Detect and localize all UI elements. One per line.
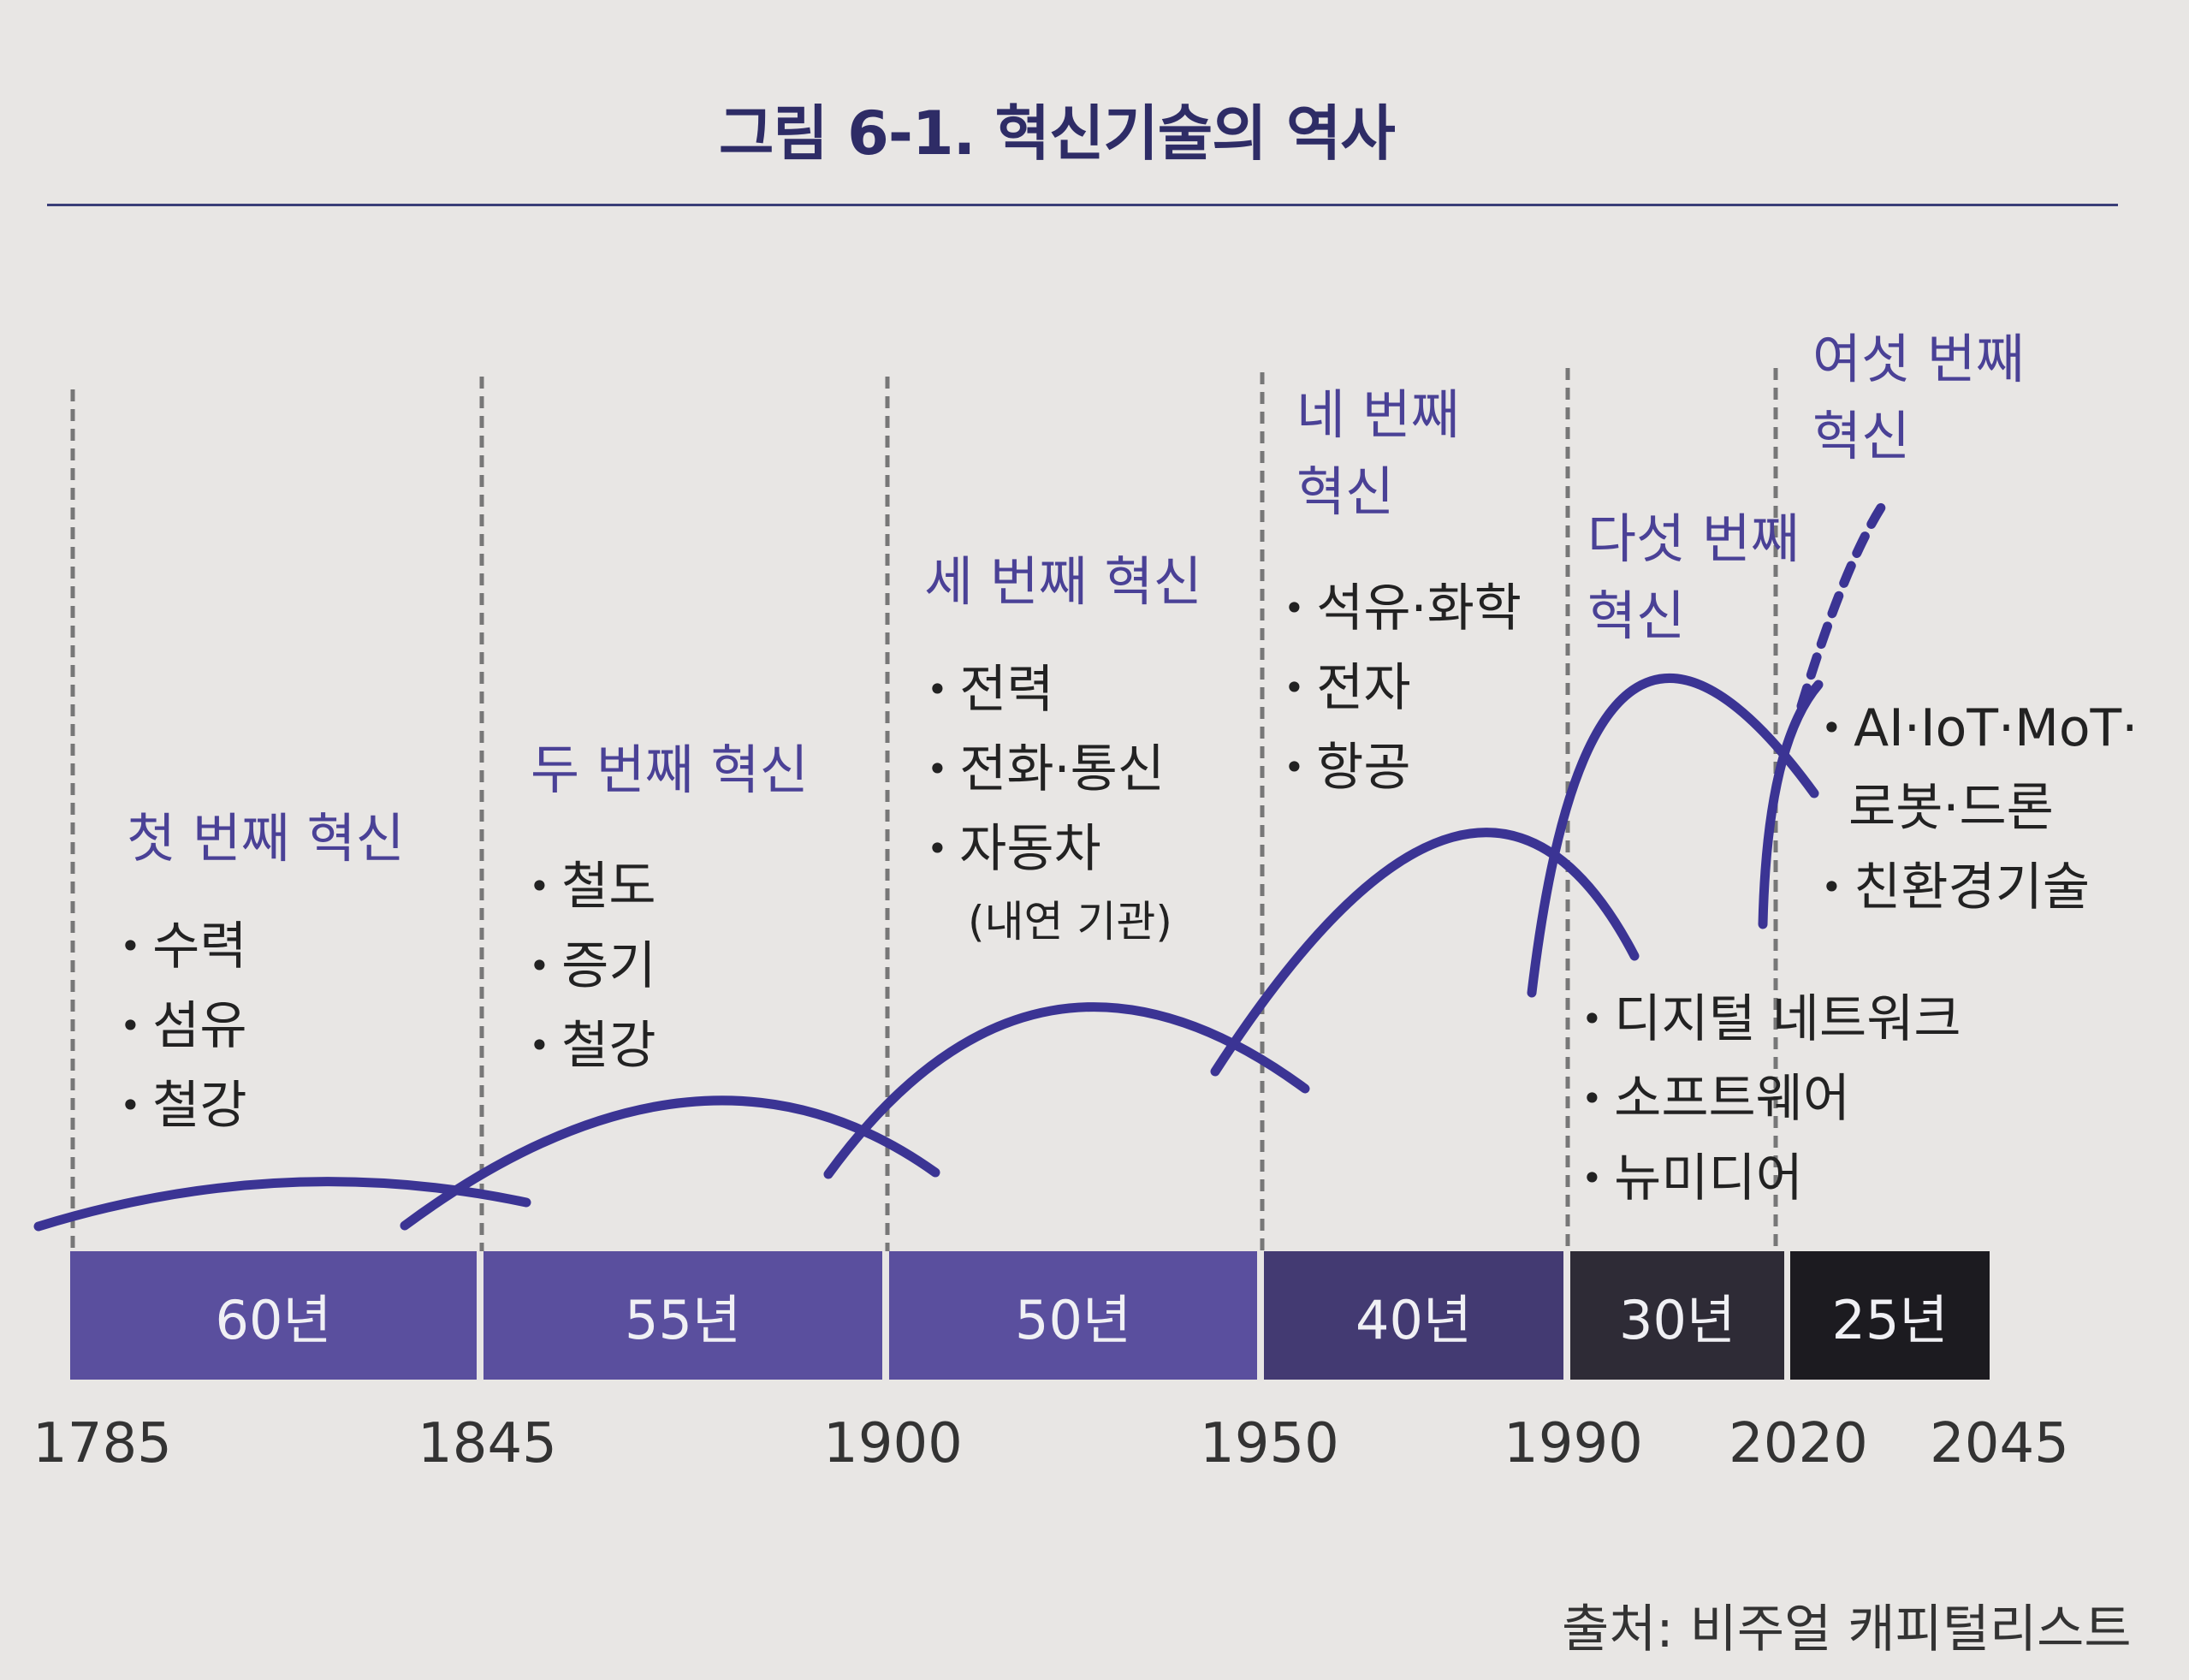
year-label: 1990 xyxy=(1504,1412,1643,1475)
era-6-label-line: 여섯 번째 xyxy=(1812,328,2025,390)
era-6-item: AI·IoT·MoT· xyxy=(1821,689,2138,769)
source-credit: 출처: 비주얼 캐피털리스트 xyxy=(1562,1600,2132,1659)
era-5-technologies: 디지털 네트워크 소프트웨어 뉴미디어 xyxy=(1581,980,1961,1219)
year-label: 1950 xyxy=(1200,1412,1339,1475)
duration-label: 55년 xyxy=(625,1289,741,1351)
wave-curve-2 xyxy=(400,1095,940,1231)
era-1-item: 수력 xyxy=(120,907,246,987)
era-3-item: 자동차 xyxy=(927,810,1172,889)
wave-curve-5 xyxy=(1527,673,1819,998)
duration-band-5: 30년 xyxy=(1570,1251,1784,1380)
era-4-label-line: 네 번째 xyxy=(1296,383,1460,446)
era-5-label-line: 혁신 xyxy=(1587,584,1686,647)
era-2-label: 두 번째 혁신 xyxy=(531,739,809,801)
year-label: 1900 xyxy=(823,1412,963,1475)
era-4-item: 전자 xyxy=(1284,649,1522,728)
duration-label: 30년 xyxy=(1619,1289,1735,1351)
wave-curve-6 xyxy=(1758,680,1824,929)
era-6-technologies: AI·IoT·MoT· 로봇·드론 친환경기술 xyxy=(1821,689,2138,928)
era-4-label: 네 번째 혁신 xyxy=(1296,377,1460,531)
duration-band-6: 25년 xyxy=(1790,1251,1990,1380)
era-5-item: 디지털 네트워크 xyxy=(1581,980,1961,1060)
era-1-item: 섬유 xyxy=(120,987,246,1066)
era-3-label: 세 번째 혁신 xyxy=(924,550,1202,613)
era-2-item: 철도 xyxy=(529,847,656,927)
duration-band-3: 50년 xyxy=(889,1251,1257,1380)
era-3-technologies: 전력 전화·통신 자동차 (내연 기관) xyxy=(927,650,1172,956)
era-6-label: 여섯 번째 혁신 xyxy=(1812,321,2025,475)
year-label: 2020 xyxy=(1729,1412,1868,1475)
era-1-item: 철강 xyxy=(120,1066,246,1146)
era-4-item: 석유·화학 xyxy=(1284,569,1522,649)
era-6-label-line: 혁신 xyxy=(1812,404,1911,467)
duration-label: 50년 xyxy=(1015,1289,1131,1351)
title-underline xyxy=(47,204,2118,206)
wave-curve-6-forecast xyxy=(1796,500,1888,711)
duration-label: 40년 xyxy=(1356,1289,1472,1351)
era-4-item: 항공 xyxy=(1284,728,1522,808)
era-2-technologies: 철도 증기 철강 xyxy=(529,847,656,1086)
duration-label: 25년 xyxy=(1831,1289,1949,1351)
duration-band-4: 40년 xyxy=(1264,1251,1563,1380)
era-6-item: 친환경기술 xyxy=(1821,848,2138,928)
duration-label: 60년 xyxy=(215,1289,332,1351)
figure-title: 그림 6-1. 혁신기술의 역사 xyxy=(719,98,1396,169)
era-4-label-line: 혁신 xyxy=(1296,460,1395,523)
wave-curve-4 xyxy=(1210,828,1640,1077)
duration-band-2: 55년 xyxy=(483,1251,882,1380)
era-3-item: 전화·통신 xyxy=(927,730,1172,810)
era-5-item: 소프트웨어 xyxy=(1581,1060,1961,1139)
year-label: 1845 xyxy=(418,1412,557,1475)
era-1-technologies: 수력 섬유 철강 xyxy=(120,907,246,1146)
era-1-label: 첫 번째 혁신 xyxy=(127,807,405,870)
era-3-item-note: (내연 기관) xyxy=(968,897,1172,947)
era-5-item: 뉴미디어 xyxy=(1581,1139,1961,1219)
era-2-item: 증기 xyxy=(529,927,656,1006)
era-3-item: 전력 xyxy=(927,650,1172,730)
era-4-technologies: 석유·화학 전자 항공 xyxy=(1284,569,1522,808)
year-label: 2045 xyxy=(1930,1412,2069,1475)
year-label: 1785 xyxy=(33,1412,172,1475)
era-5-label-line: 다섯 번째 xyxy=(1587,508,1800,570)
duration-band-1: 60년 xyxy=(70,1251,477,1380)
era-6-item: 로봇·드론 xyxy=(1848,778,2054,838)
era-2-item: 철강 xyxy=(529,1006,656,1086)
era-5-label: 다섯 번째 혁신 xyxy=(1587,501,1800,655)
